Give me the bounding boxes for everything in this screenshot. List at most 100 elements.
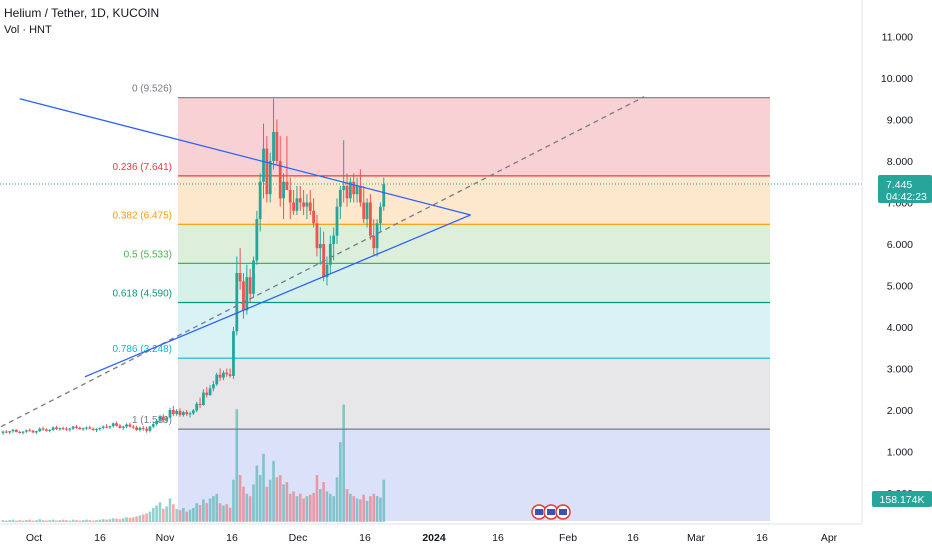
volume-bar [105,519,108,522]
volume-bar [15,520,18,522]
candle-body [145,428,149,431]
candle-body [14,429,18,432]
candle-body [28,430,32,432]
fib-level-label: 0 (9.526) [132,84,172,95]
flag-icon [535,509,543,515]
candle-body [222,372,225,378]
candle-body [118,425,122,428]
triangle-lower-line [84,214,471,378]
time-axis-label: 16 [492,532,504,544]
candle-body [38,428,42,432]
candle-body [218,374,222,378]
volume-bar [315,475,319,522]
volume-bar [308,494,312,522]
candle-body [24,430,28,432]
volume-bar [222,505,225,522]
volume-bar [175,508,178,522]
candle-body [111,423,115,427]
volume-bar [88,520,92,522]
candle-body [208,388,212,396]
volume-bar [1,520,5,522]
volume-indicator-label: Vol · HNT [4,24,52,36]
volume-bar [379,497,382,522]
price-axis-label: 2.000 [887,405,913,417]
candle-body [158,416,162,421]
volume-bar [135,516,138,522]
candle-body [88,427,92,429]
volume-bar [268,479,272,522]
candle-body [302,202,305,207]
volume-bar [45,520,48,522]
time-axis-label: 2024 [422,532,446,544]
price-axis-label: 1.000 [887,447,913,459]
candle-body [382,184,386,207]
volume-bar [272,460,275,522]
candle-body [258,181,262,220]
candle-body [68,428,72,430]
volume-bar [41,520,45,522]
time-axis-label: Mar [687,532,706,544]
volume-bar [298,493,302,522]
candle-body [31,430,35,433]
fib-zone [178,358,770,430]
candle-body [202,392,205,406]
candle-body [292,202,295,211]
volume-bar [5,520,8,522]
volume-bar [178,510,182,522]
candle-body [312,210,316,224]
volume-bar [288,493,292,522]
candle-body [265,148,269,195]
volume-bar [312,492,315,522]
volume-bar [218,503,222,522]
volume-bar [265,486,269,522]
volume-bar [275,477,279,522]
volume-bar [145,513,148,522]
volume-bar [295,496,299,522]
volume-badge-value: 158.174K [880,494,925,506]
volume-bar [365,500,369,522]
volume-bar [198,505,202,522]
candle-body [205,392,209,396]
volume-bar [282,484,285,522]
volume-bar [375,496,379,522]
volume-bar [131,517,135,522]
candle-body [338,190,342,207]
volume-bar [355,498,359,522]
time-axis-label: 16 [94,532,106,544]
volume-bar [58,520,62,522]
fib-level-label: 0.236 (7.641) [113,162,173,173]
volume-bar [95,520,98,522]
candle-body [81,428,85,430]
volume-bar [195,503,199,522]
candle-body [95,429,98,431]
volume-bar [212,496,215,522]
volume-bar [182,507,185,522]
volume-bar [258,475,262,522]
candle-body [51,427,55,430]
candle-body [65,428,68,430]
volume-bar [255,465,259,522]
volume-bar [185,511,188,522]
volume-bar [339,442,342,522]
volume-bar [8,520,11,522]
candle-body [105,426,108,428]
candle-body [369,202,372,236]
volume-bar [232,479,235,522]
candle-body [18,431,22,433]
volume-bar [192,507,195,522]
candle-body [61,428,65,430]
price-axis-label: 3.000 [887,364,913,376]
candle-body [198,403,202,406]
candle-body [245,277,249,311]
volume-bar [332,496,335,522]
candle-body [362,202,366,220]
volume-bar [125,517,128,522]
volume-bar [352,496,355,522]
volume-bar [65,520,68,522]
candle-body [4,431,8,433]
time-axis-label: 16 [627,532,639,544]
candle-body [155,420,159,425]
candle-body [98,427,102,430]
candle-body [282,181,285,199]
